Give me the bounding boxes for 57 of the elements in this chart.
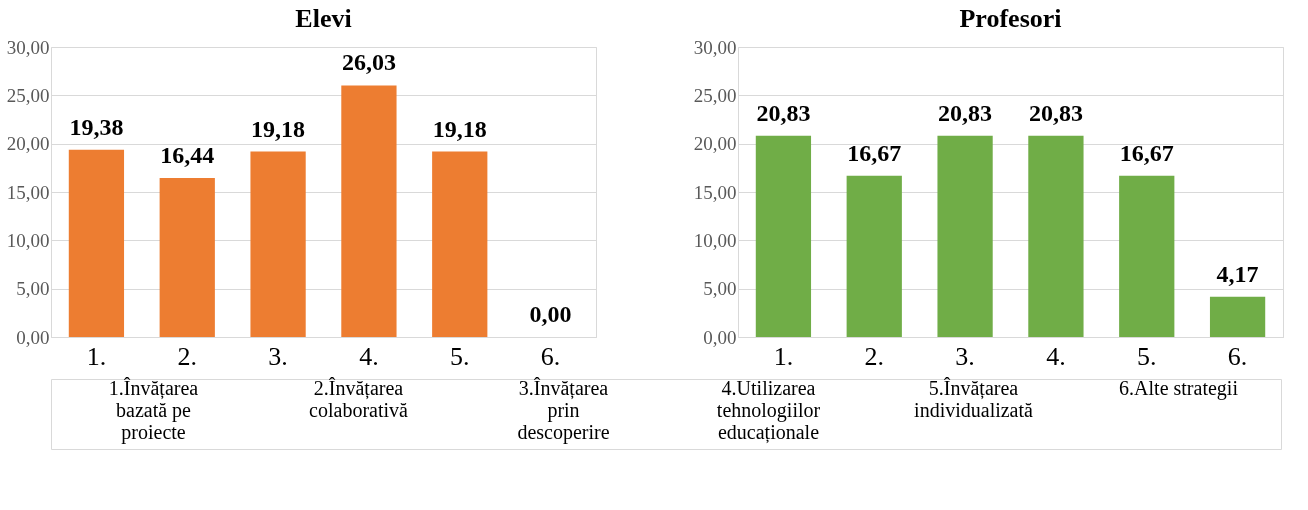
data-label: 4,17 [1216, 260, 1259, 287]
x-tick-label: 3. [955, 341, 975, 371]
y-tick-label: 30,00 [6, 36, 50, 58]
x-tick-label: 2. [864, 341, 884, 371]
data-label: 19,18 [251, 115, 306, 142]
y-tick-label: 0,00 [16, 326, 50, 348]
text: 3.Învățarea prin descoperire [517, 377, 610, 444]
y-tick-label: 25,00 [6, 84, 50, 106]
text: 4.Utilizarea tehnologiilor educaționale [716, 377, 821, 444]
text: 5.Învățarea individualizată [914, 377, 1034, 421]
x-tick-label: 4. [359, 341, 379, 371]
bar [755, 135, 812, 337]
x-tick-label: 1. [773, 341, 794, 371]
data-label: 16,67 [847, 139, 902, 166]
bar [1209, 296, 1266, 337]
bar [1119, 175, 1175, 337]
x-tick-label: 5. [1137, 341, 1157, 371]
data-label: 26,03 [341, 49, 396, 76]
data-label: 19,38 [69, 113, 124, 140]
x-tick-label: 4. [1046, 341, 1066, 371]
y-tick-label: 10,00 [693, 229, 737, 251]
text: 1.Învățarea bazată pe proiecte [108, 377, 199, 444]
bar [1028, 135, 1084, 337]
x-tick-label: 6. [1227, 341, 1248, 371]
data-label: 20,83 [756, 99, 811, 126]
bar [937, 135, 993, 337]
bar [68, 149, 125, 337]
text: 2.Învățarea colaborativă [309, 377, 409, 421]
y-tick-label: 5,00 [703, 278, 737, 300]
y-tick-label: 25,00 [693, 84, 737, 106]
y-tick-label: 15,00 [6, 181, 50, 203]
data-label: 16,67 [1119, 139, 1174, 166]
chart-title: Elevi [295, 4, 352, 33]
x-tick-label: 2. [177, 341, 197, 371]
y-tick-label: 20,00 [6, 133, 50, 155]
bar [341, 85, 397, 337]
x-tick-label: 1. [86, 341, 107, 371]
bar [846, 175, 902, 337]
y-tick-label: 20,00 [693, 133, 737, 155]
y-tick-label: 10,00 [6, 229, 50, 251]
bar [250, 151, 306, 337]
bar [159, 178, 215, 337]
x-tick-label: 3. [268, 341, 288, 371]
chart-title: Profesori [959, 4, 1062, 33]
data-label: 20,83 [938, 99, 993, 126]
data-label: 0,00 [529, 301, 572, 327]
x-tick-label: 5. [450, 341, 470, 371]
y-tick-label: 15,00 [693, 181, 737, 203]
bar [432, 151, 488, 337]
y-tick-label: 5,00 [16, 278, 50, 300]
x-tick-label: 6. [540, 341, 561, 371]
y-tick-label: 30,00 [693, 36, 737, 58]
data-label: 20,83 [1028, 99, 1083, 126]
data-label: 16,44 [160, 142, 215, 169]
text: 6.Alte strategii [1119, 377, 1239, 400]
data-label: 19,18 [432, 115, 487, 142]
y-tick-label: 0,00 [703, 326, 737, 348]
